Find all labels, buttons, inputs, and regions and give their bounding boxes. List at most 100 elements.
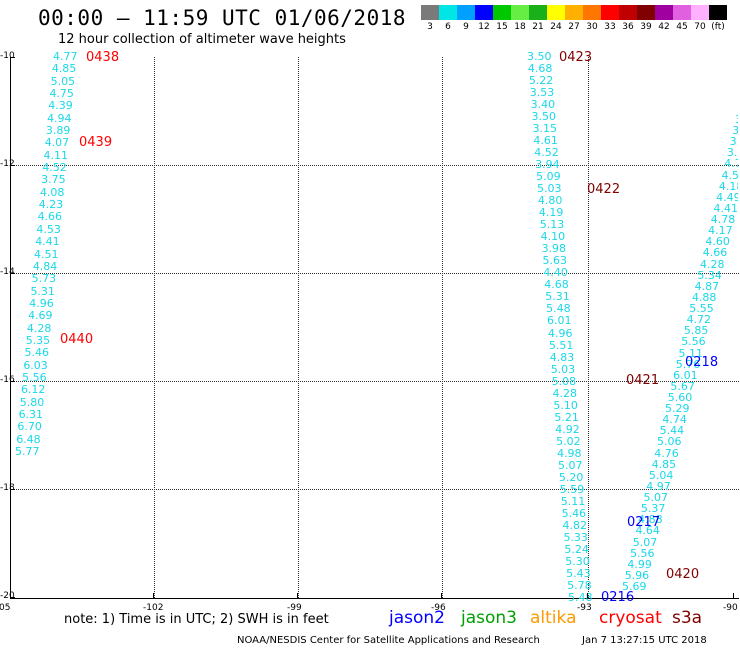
footer-credit: NOAA/NESDIS Center for Satellite Applica… xyxy=(237,635,540,646)
wave-height-value: 4.28 xyxy=(26,322,52,334)
scale-swatch xyxy=(565,5,583,20)
pass-time-label: 0216 xyxy=(601,590,635,605)
x-tick xyxy=(297,593,298,598)
scale-swatch xyxy=(637,5,655,20)
wave-height-value: 3.50 xyxy=(531,111,557,123)
scale-label: 39 xyxy=(640,22,652,32)
footer-note: note: 1) Time is in UTC; 2) SWH is in fe… xyxy=(64,612,329,627)
y-tick-label: -18 xyxy=(0,483,15,493)
x-tick xyxy=(441,593,442,598)
x-tick-label: -105 xyxy=(0,603,11,613)
wave-height-value: 4.39 xyxy=(48,100,73,112)
grid-line-horizontal xyxy=(11,489,739,490)
x-tick xyxy=(153,593,154,598)
wave-height-value: 4.51 xyxy=(34,248,59,260)
wave-height-value: 4.68 xyxy=(544,279,569,291)
scale-swatch xyxy=(601,5,619,20)
wave-height-value: 5.96 xyxy=(624,569,650,581)
wave-height-value: 4.60 xyxy=(705,236,730,248)
grid-line-horizontal xyxy=(11,273,739,274)
wave-height-value: 5.44 xyxy=(659,425,685,437)
wave-height-value: 4.78 xyxy=(710,214,736,226)
y-tick xyxy=(10,489,15,490)
wave-height-value: 3.8 xyxy=(726,147,738,159)
wave-height-value: 5.20 xyxy=(558,471,584,483)
scale-label: 36 xyxy=(622,22,634,32)
wave-height-value: 4.07 xyxy=(44,137,70,149)
wave-height-value: 4.84 xyxy=(32,260,58,272)
wave-height-value: 5.46 xyxy=(561,507,587,519)
scale-swatch xyxy=(529,5,547,20)
scale-label: 12 xyxy=(478,22,490,32)
scale-label: 3 xyxy=(427,22,433,32)
wave-height-value: 5.08 xyxy=(551,375,577,387)
wave-height-value: 4.92 xyxy=(555,423,580,435)
wave-height-value: 4.77 xyxy=(53,51,78,62)
wave-height-value: 5.73 xyxy=(31,273,57,285)
scale-swatch xyxy=(439,5,457,20)
scale-swatch xyxy=(511,5,529,20)
wave-height-value: 4.82 xyxy=(562,519,588,531)
wave-height-value: 5.11 xyxy=(678,347,704,359)
grid-line-vertical xyxy=(154,57,155,598)
wave-height-value: 3.53 xyxy=(529,87,555,99)
wave-height-value: 4.18 xyxy=(718,180,738,192)
scale-label: 15 xyxy=(496,22,508,32)
scale-label: 18 xyxy=(514,22,526,32)
wave-height-value: 4.52 xyxy=(534,147,559,159)
wave-height-value: 5.13 xyxy=(539,219,565,231)
x-tick xyxy=(10,593,11,598)
scale-label: 24 xyxy=(550,22,562,32)
wave-height-value: 6.01 xyxy=(673,369,698,381)
x-tick-label: -99 xyxy=(287,603,302,613)
wave-height-value: 4.08 xyxy=(39,186,65,198)
wave-height-value: 3.98 xyxy=(541,243,567,255)
y-tick xyxy=(10,57,15,58)
wave-height-value: 4.68 xyxy=(527,63,553,75)
wave-height-value: 5.56 xyxy=(681,336,706,348)
wave-height-value: 4.75 xyxy=(49,88,74,100)
y-tick-label: -12 xyxy=(0,159,15,169)
wave-height-value: 4.99 xyxy=(627,558,652,570)
wave-height-value: 3.75 xyxy=(41,174,66,186)
wave-height-value: 5.31 xyxy=(545,291,570,303)
grid-line-horizontal xyxy=(11,165,739,166)
y-tick-label: -20 xyxy=(0,591,15,601)
pass-time-label: 0422 xyxy=(587,182,621,197)
wave-height-value: 4.96 xyxy=(547,327,573,339)
wave-height-value: 4.41 xyxy=(35,236,60,248)
scale-label: 9 xyxy=(463,22,469,32)
scale-swatch xyxy=(655,5,673,20)
wave-height-value: 5.24 xyxy=(564,543,589,555)
wave-height-value: 4.66 xyxy=(702,247,728,259)
wave-height-value: 5.21 xyxy=(554,411,579,423)
page-subtitle: 12 hour collection of altimeter wave hei… xyxy=(58,32,346,47)
scale-swatch xyxy=(709,5,727,20)
wave-height-value: 6.12 xyxy=(20,384,46,396)
wave-height-value: 4.10 xyxy=(540,231,566,243)
scale-swatch xyxy=(421,5,439,20)
wave-height-value: 5.85 xyxy=(683,325,709,337)
legend-item-cryosat: cryosat xyxy=(599,608,662,628)
scale-label: 33 xyxy=(604,22,616,32)
x-tick-label: -102 xyxy=(143,603,164,613)
wave-height-value: 5.02 xyxy=(556,435,581,447)
wave-height-value: 4.17 xyxy=(708,225,733,237)
wave-height-value: 4.88 xyxy=(691,291,717,303)
wave-height-value: 4.28 xyxy=(700,258,725,270)
wave-height-value: 4.53 xyxy=(36,223,61,235)
wave-height-value: 5.55 xyxy=(689,303,714,315)
scale-swatch xyxy=(475,5,493,20)
wave-height-value: 4.85 xyxy=(51,63,77,75)
wave-height-value: 5.76 xyxy=(675,358,701,370)
wave-height-value: 5.07 xyxy=(632,536,658,548)
y-tick-label: -14 xyxy=(0,267,15,277)
scale-swatch xyxy=(457,5,475,20)
scale-swatch xyxy=(673,5,691,20)
wave-height-value: 4.23 xyxy=(38,199,64,211)
legend-item-jason3: jason3 xyxy=(461,608,517,628)
footer-timestamp: Jan 7 13:27:15 UTC 2018 xyxy=(582,635,707,646)
wave-height-value: 3.94 xyxy=(535,159,560,171)
wave-height-value: 6.31 xyxy=(18,408,44,420)
pass-time-label: 0421 xyxy=(626,373,660,388)
